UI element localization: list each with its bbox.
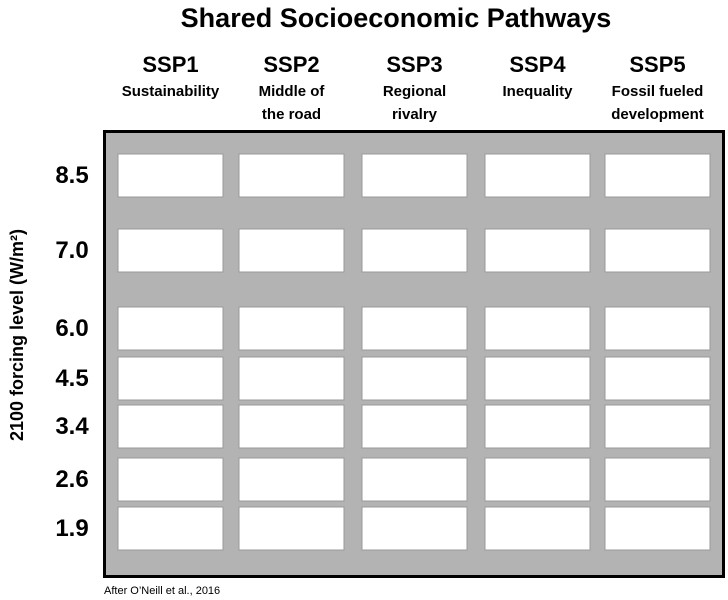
matrix-cell [484, 356, 591, 401]
matrix-cell [484, 228, 591, 273]
row-label: 4.5 [55, 365, 88, 392]
title: Shared Socioeconomic Pathways [181, 3, 612, 33]
matrix-cell [238, 404, 345, 449]
matrix-cell [238, 457, 345, 502]
column-description: Middle of [259, 83, 326, 100]
matrix-cell [117, 457, 224, 502]
matrix-cell [484, 457, 591, 502]
matrix-cell [238, 153, 345, 198]
row-label: 3.4 [55, 413, 89, 440]
y-axis-label: 2100 forcing level (W/m²) [7, 229, 27, 441]
column-name: SSP1 [142, 52, 198, 77]
matrix-cell [238, 356, 345, 401]
matrix-cell [117, 404, 224, 449]
matrix-cell [361, 457, 468, 502]
column-description: Sustainability [122, 83, 220, 100]
matrix-cell [361, 306, 468, 351]
matrix-cell [117, 506, 224, 551]
matrix-cell [117, 306, 224, 351]
matrix-cell [238, 506, 345, 551]
matrix-cell [117, 356, 224, 401]
matrix-cell [604, 506, 711, 551]
column-description: Fossil fueled [612, 83, 704, 100]
matrix-cell [484, 404, 591, 449]
matrix-cell [117, 228, 224, 273]
matrix-cell [484, 306, 591, 351]
row-label: 6.0 [55, 315, 88, 342]
column-name: SSP3 [386, 52, 442, 77]
matrix-cell [484, 153, 591, 198]
matrix-cell [604, 153, 711, 198]
matrix-cell [117, 153, 224, 198]
matrix-cell [484, 506, 591, 551]
row-label: 2.6 [55, 466, 88, 493]
matrix-cell [238, 306, 345, 351]
column-name: SSP2 [263, 52, 319, 77]
matrix-cell [604, 306, 711, 351]
matrix-cell [361, 506, 468, 551]
column-description: the road [262, 106, 321, 123]
matrix-cell [361, 356, 468, 401]
row-label: 8.5 [55, 162, 88, 189]
row-label: 1.9 [55, 515, 88, 542]
column-name: SSP5 [629, 52, 685, 77]
source-note: After O’Neill et al., 2016 [104, 585, 220, 597]
matrix-cell [361, 404, 468, 449]
column-name: SSP4 [509, 52, 566, 77]
matrix-cell [238, 228, 345, 273]
row-label: 7.0 [55, 237, 88, 264]
matrix-frame [103, 130, 725, 578]
matrix-cell [604, 404, 711, 449]
matrix-cell [361, 153, 468, 198]
column-description: development [611, 106, 704, 123]
column-description: Regional [383, 83, 446, 100]
matrix-cell [604, 356, 711, 401]
column-description: rivalry [392, 106, 438, 123]
matrix-cell [361, 228, 468, 273]
matrix-cell [604, 228, 711, 273]
column-description: Inequality [502, 83, 573, 100]
matrix-cell [604, 457, 711, 502]
